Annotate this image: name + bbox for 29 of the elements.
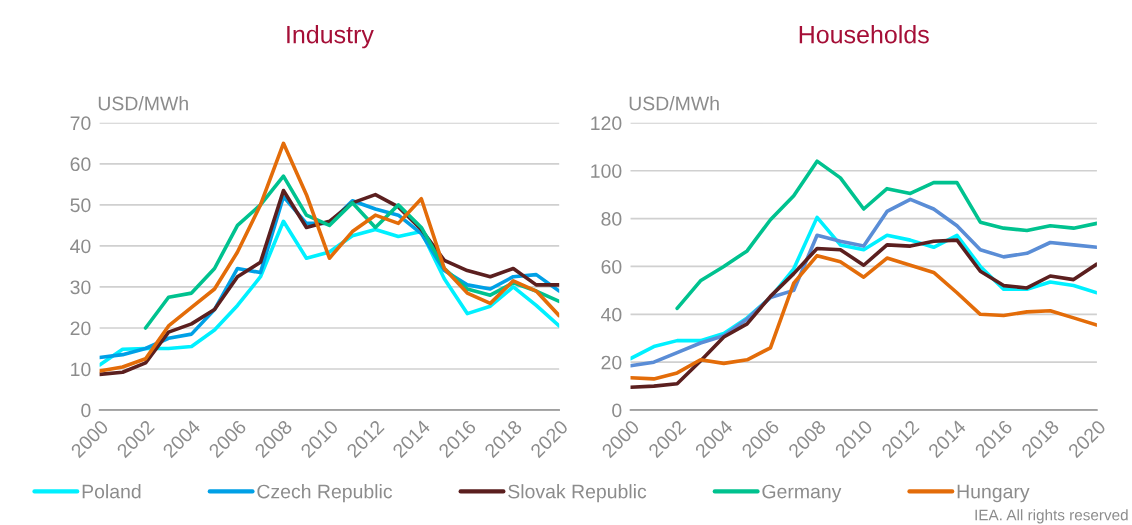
y-tick-label: 0 <box>81 403 91 418</box>
y-tick-label: 80 <box>601 212 622 226</box>
legend-label: Germany <box>762 484 842 503</box>
y-tick-label: 40 <box>70 239 91 254</box>
chart-title: Industry <box>287 25 374 49</box>
legend-label: Poland <box>82 484 141 499</box>
y-tick-label: 10 <box>71 362 91 377</box>
line-series <box>675 159 1097 311</box>
y-tick-label: 120 <box>591 116 622 131</box>
y-tick-label: 0 <box>612 403 622 418</box>
y-tick-label: 70 <box>70 116 91 131</box>
y-tick-label: 30 <box>70 280 91 295</box>
y-tick-label: 20 <box>601 355 622 370</box>
chart-title: Households <box>799 25 929 44</box>
y-axis-title: USD/MWh <box>98 96 188 111</box>
legend-label: Hungary <box>957 484 1030 503</box>
y-tick-label: 60 <box>601 259 622 274</box>
y-axis-title: USD/MWh <box>629 96 719 111</box>
line-series <box>630 238 1097 390</box>
text: IEA. All rights reserved <box>975 509 1128 524</box>
legend-label: Slovak Republic <box>508 484 647 503</box>
legend-label: Czech Republic <box>257 484 393 503</box>
line-series <box>630 253 1097 381</box>
line-series <box>99 141 560 373</box>
y-tick-label: 100 <box>591 164 622 178</box>
y-tick-label: 40 <box>601 307 622 322</box>
y-tick-label: 60 <box>70 157 91 172</box>
y-tick-label: 20 <box>70 321 91 336</box>
y-tick-label: 50 <box>70 198 91 213</box>
